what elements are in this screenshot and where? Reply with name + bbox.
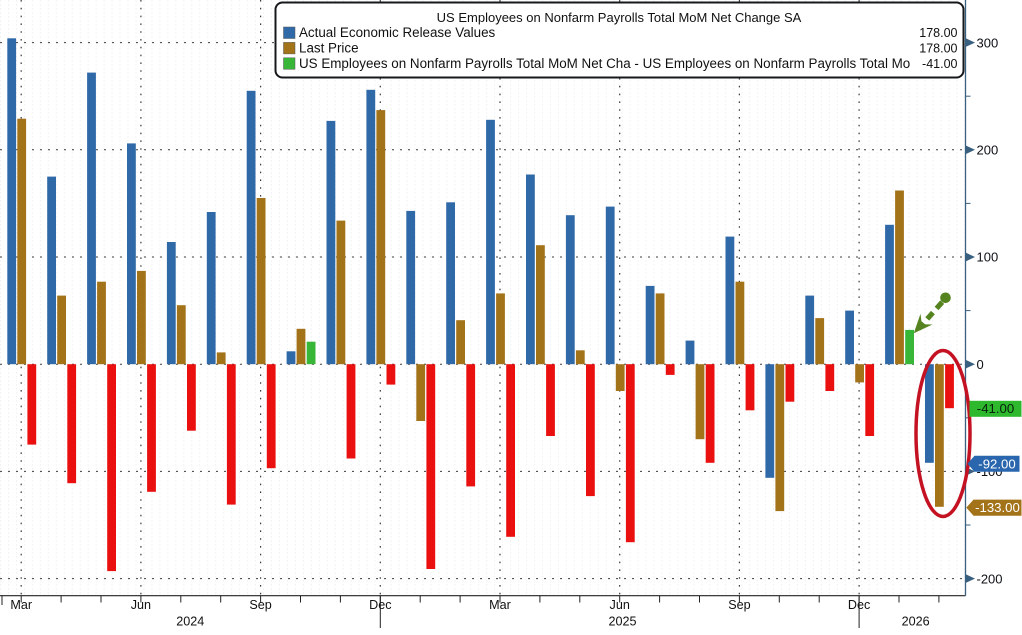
- svg-text:-133.00: -133.00: [975, 500, 1020, 515]
- svg-text:Jun: Jun: [610, 598, 630, 612]
- svg-text:0: 0: [977, 357, 984, 372]
- svg-text:-92.00: -92.00: [978, 456, 1015, 471]
- svg-text:-200: -200: [977, 571, 1003, 586]
- svg-text:Actual Economic Release Values: Actual Economic Release Values: [299, 25, 496, 40]
- svg-text:100: 100: [977, 250, 999, 265]
- svg-text:2024: 2024: [176, 615, 204, 629]
- svg-text:US Employees on Nonfarm Payrol: US Employees on Nonfarm Payrolls Total M…: [299, 56, 910, 71]
- svg-text:2025: 2025: [608, 615, 636, 629]
- svg-text:178.00: 178.00: [919, 42, 957, 56]
- svg-text:Last Price: Last Price: [299, 41, 359, 56]
- svg-text:Dec: Dec: [369, 598, 391, 612]
- svg-text:Sep: Sep: [728, 598, 750, 612]
- svg-text:Dec: Dec: [848, 598, 870, 612]
- svg-text:US Employees on Nonfarm Payrol: US Employees on Nonfarm Payrolls Total M…: [437, 10, 802, 25]
- svg-text:Mar: Mar: [10, 598, 32, 612]
- svg-text:Jun: Jun: [131, 598, 151, 612]
- svg-text:Mar: Mar: [489, 598, 511, 612]
- svg-text:178.00: 178.00: [919, 26, 957, 40]
- svg-text:200: 200: [977, 143, 999, 158]
- svg-text:-41.00: -41.00: [977, 401, 1014, 416]
- svg-text:-41.00: -41.00: [922, 57, 957, 71]
- svg-text:Sep: Sep: [249, 598, 271, 612]
- svg-text:300: 300: [977, 35, 999, 50]
- svg-text:2026: 2026: [902, 615, 930, 629]
